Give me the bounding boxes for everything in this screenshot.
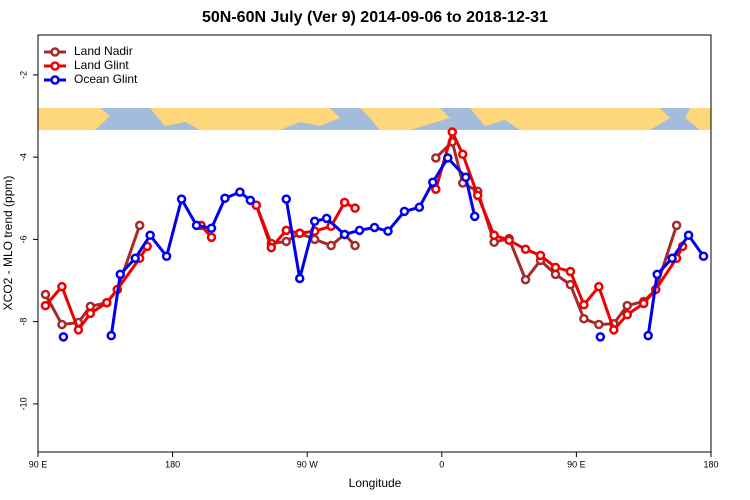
point bbox=[161, 251, 172, 261]
y-axis-label: XCO2 - MLO trend (ppm) bbox=[1, 176, 15, 311]
point bbox=[57, 281, 67, 292]
point bbox=[460, 172, 471, 183]
point bbox=[594, 319, 604, 330]
point bbox=[579, 314, 589, 324]
point bbox=[643, 330, 653, 341]
point bbox=[550, 262, 561, 273]
point bbox=[309, 216, 320, 227]
y-tick-label: -2 bbox=[18, 71, 28, 79]
point bbox=[326, 240, 336, 251]
point bbox=[339, 229, 350, 240]
point bbox=[671, 220, 682, 231]
point bbox=[102, 297, 112, 308]
point bbox=[369, 222, 380, 233]
y-tick-label: -10 bbox=[18, 397, 28, 410]
point bbox=[565, 266, 576, 277]
point bbox=[652, 269, 662, 280]
point bbox=[309, 234, 320, 245]
x-tick-label: 90 E bbox=[567, 459, 586, 469]
y-tick-label: -6 bbox=[18, 235, 28, 243]
point bbox=[294, 273, 305, 284]
point bbox=[40, 300, 51, 311]
y-tick-label: -8 bbox=[18, 318, 28, 326]
point bbox=[622, 300, 632, 311]
point bbox=[399, 206, 410, 217]
point bbox=[609, 325, 619, 335]
point bbox=[638, 298, 649, 309]
point bbox=[520, 244, 531, 255]
point bbox=[106, 330, 117, 341]
point bbox=[414, 202, 425, 213]
point bbox=[40, 289, 51, 300]
point bbox=[251, 200, 262, 211]
point bbox=[698, 251, 709, 261]
x-tick-label: 0 bbox=[439, 459, 444, 469]
point bbox=[431, 153, 441, 163]
point bbox=[457, 149, 468, 160]
point bbox=[191, 220, 202, 231]
legend-label: Ocean Glint bbox=[74, 72, 138, 86]
point bbox=[683, 230, 694, 241]
point bbox=[294, 228, 305, 238]
point bbox=[266, 242, 277, 253]
point bbox=[443, 153, 453, 163]
x-tick-label: 90 W bbox=[297, 459, 319, 469]
point bbox=[58, 332, 69, 342]
point bbox=[504, 235, 514, 245]
point bbox=[57, 319, 67, 330]
point bbox=[115, 269, 126, 280]
legend-marker bbox=[50, 75, 60, 85]
point bbox=[354, 225, 365, 236]
point bbox=[535, 250, 546, 261]
point bbox=[339, 197, 350, 208]
point bbox=[428, 177, 438, 187]
point bbox=[469, 211, 480, 222]
y-tick-label: -4 bbox=[18, 153, 28, 161]
point bbox=[350, 240, 360, 251]
point bbox=[594, 281, 604, 292]
x-tick-label: 180 bbox=[703, 459, 718, 469]
map-strip bbox=[38, 108, 711, 130]
x-tick-label: 90 E bbox=[29, 459, 48, 469]
point bbox=[130, 253, 140, 264]
point bbox=[321, 213, 332, 224]
point bbox=[565, 279, 576, 290]
point bbox=[281, 236, 292, 247]
point bbox=[447, 127, 458, 137]
point bbox=[622, 309, 632, 320]
point bbox=[595, 332, 606, 342]
x-tick-label: 180 bbox=[165, 459, 180, 469]
legend-label: Land Glint bbox=[74, 58, 129, 72]
chart-title: 50N-60N July (Ver 9) 2014-09-06 to 2018-… bbox=[202, 9, 548, 26]
point bbox=[281, 194, 292, 204]
point bbox=[85, 308, 96, 319]
point bbox=[73, 325, 84, 335]
point bbox=[281, 225, 292, 236]
series-line bbox=[44, 127, 684, 333]
x-axis-label: Longitude bbox=[349, 476, 402, 490]
point bbox=[176, 194, 187, 204]
point bbox=[520, 274, 531, 285]
point bbox=[579, 300, 589, 310]
point bbox=[383, 226, 393, 236]
legend-marker bbox=[50, 47, 60, 57]
point bbox=[350, 203, 360, 213]
point bbox=[489, 230, 499, 241]
point bbox=[206, 232, 217, 243]
point bbox=[245, 195, 256, 206]
point bbox=[667, 253, 677, 264]
point bbox=[220, 193, 230, 204]
point bbox=[235, 187, 245, 197]
legend-label: Land Nadir bbox=[74, 44, 133, 58]
series-line bbox=[109, 155, 705, 336]
point bbox=[134, 220, 145, 231]
plot-frame bbox=[37, 34, 712, 453]
point bbox=[145, 230, 155, 241]
point bbox=[472, 190, 483, 201]
point bbox=[206, 223, 217, 234]
legend-marker bbox=[50, 61, 60, 71]
